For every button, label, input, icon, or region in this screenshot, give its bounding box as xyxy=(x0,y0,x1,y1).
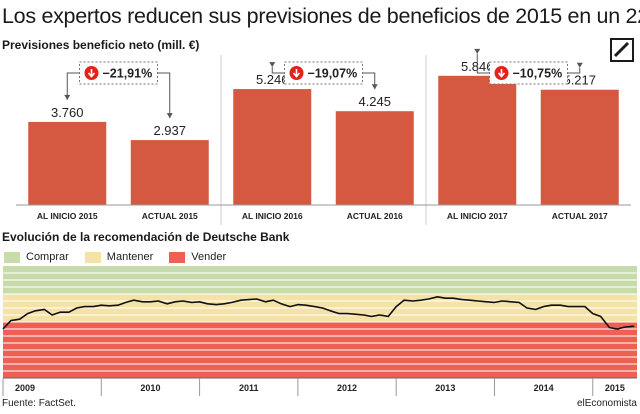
recommendation-line-chart: 2009 2010 2011 2012 2013 2014 2015 xyxy=(2,266,637,396)
connector-arrowhead xyxy=(64,94,71,100)
category-label: AL INICIO 2016 xyxy=(242,211,303,221)
change-label: −19,07% xyxy=(308,67,358,81)
change-connector xyxy=(66,72,80,100)
connector-arrowhead xyxy=(269,62,276,68)
legend-item-vender: Vender xyxy=(169,251,226,263)
legend: Comprar Mantener Vender xyxy=(4,250,242,264)
x-tick-label: 2011 xyxy=(239,383,259,393)
change-label: −10,75% xyxy=(513,67,563,81)
bar xyxy=(233,89,312,205)
category-label: ACTUAL 2017 xyxy=(552,211,608,221)
bar xyxy=(28,121,107,205)
legend-swatch-vender xyxy=(169,251,186,263)
legend-label-comprar: Comprar xyxy=(26,251,69,263)
bar xyxy=(540,89,619,205)
legend-item-comprar: Comprar xyxy=(4,251,69,263)
bar-value-label: 5.217 xyxy=(563,73,596,88)
change-connector xyxy=(271,67,285,74)
x-tick-label: 2009 xyxy=(15,383,35,393)
change-label: −21,91% xyxy=(103,67,153,81)
legend-label-vender: Vender xyxy=(191,251,227,263)
connector-arrowhead xyxy=(371,84,378,90)
bar-value-label: 4.245 xyxy=(358,94,391,109)
down-arrow-glyph xyxy=(497,69,506,78)
down-arrow-glyph xyxy=(87,69,96,78)
down-arrow-glyph xyxy=(292,69,301,78)
bar-value-label: 5.246 xyxy=(256,72,289,87)
change-box xyxy=(79,61,158,85)
bar-chart: 3.760 AL INICIO 2015 2.937 ACTUAL 2015 5.246… xyxy=(16,48,631,225)
x-tick-label: 2013 xyxy=(435,383,455,393)
x-tick-label: 2010 xyxy=(140,383,160,393)
category-label: ACTUAL 2015 xyxy=(142,211,198,221)
legend-label-mantener: Mantener xyxy=(106,251,154,263)
change-connector xyxy=(567,67,581,74)
change-box xyxy=(489,61,568,85)
change-connector xyxy=(476,53,490,74)
bar-value-label: 2.937 xyxy=(153,123,186,138)
bar xyxy=(335,111,414,205)
publisher-brand: elEconomista xyxy=(576,398,637,409)
category-label: AL INICIO 2017 xyxy=(447,211,508,221)
change-connector xyxy=(362,72,376,90)
legend-item-mantener: Mantener xyxy=(84,251,154,263)
connector-arrowhead xyxy=(166,113,173,119)
x-tick-label: 2012 xyxy=(337,383,357,393)
change-box xyxy=(284,61,363,85)
bar xyxy=(130,140,209,205)
legend-swatch-mantener xyxy=(84,251,101,263)
category-label: ACTUAL 2016 xyxy=(347,211,403,221)
x-tick-label: 2014 xyxy=(534,383,554,393)
recommendation-line xyxy=(2,295,635,330)
x-tick-label: 2015 xyxy=(605,383,625,393)
chart-title: Los expertos reducen sus previsiones de … xyxy=(2,4,640,28)
legend-swatch-comprar xyxy=(4,251,20,263)
line-chart-subtitle: Evolución de la recomendación de Deutsch… xyxy=(2,230,290,244)
category-label: AL INICIO 2015 xyxy=(37,211,98,221)
bar-chart-subtitle: Previsiones beneficio neto (mill. €) xyxy=(2,38,200,52)
connector-arrowhead xyxy=(474,48,481,54)
connector-arrowhead xyxy=(576,62,583,68)
bar-value-label: 3.760 xyxy=(51,105,84,120)
bar xyxy=(438,75,517,205)
source-note: Fuente: FactSet. xyxy=(2,398,76,409)
change-connector xyxy=(157,72,171,119)
deutsche-bank-logo xyxy=(610,38,634,62)
